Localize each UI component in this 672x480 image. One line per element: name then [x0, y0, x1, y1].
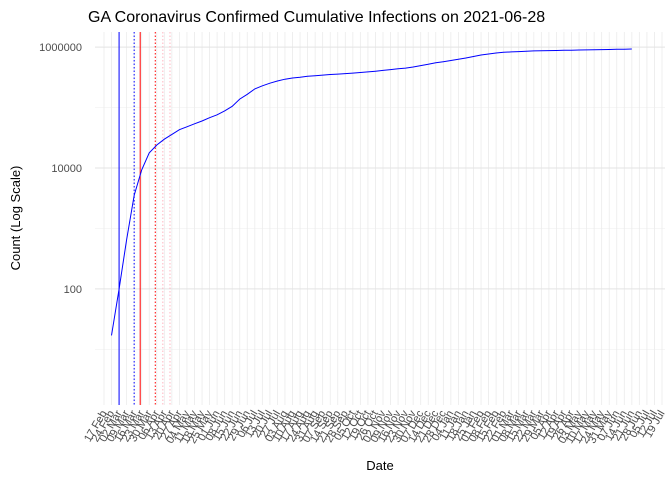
- data-line: [111, 48, 632, 336]
- y-tick-label: 100: [64, 284, 82, 296]
- x-axis-title: Date: [366, 458, 393, 473]
- chart-title: GA Coronavirus Confirmed Cumulative Infe…: [88, 9, 545, 26]
- y-tick-label: 1000000: [39, 42, 82, 54]
- y-tick-label: 10000: [51, 163, 82, 175]
- y-axis-title: Count (Log Scale): [8, 166, 23, 271]
